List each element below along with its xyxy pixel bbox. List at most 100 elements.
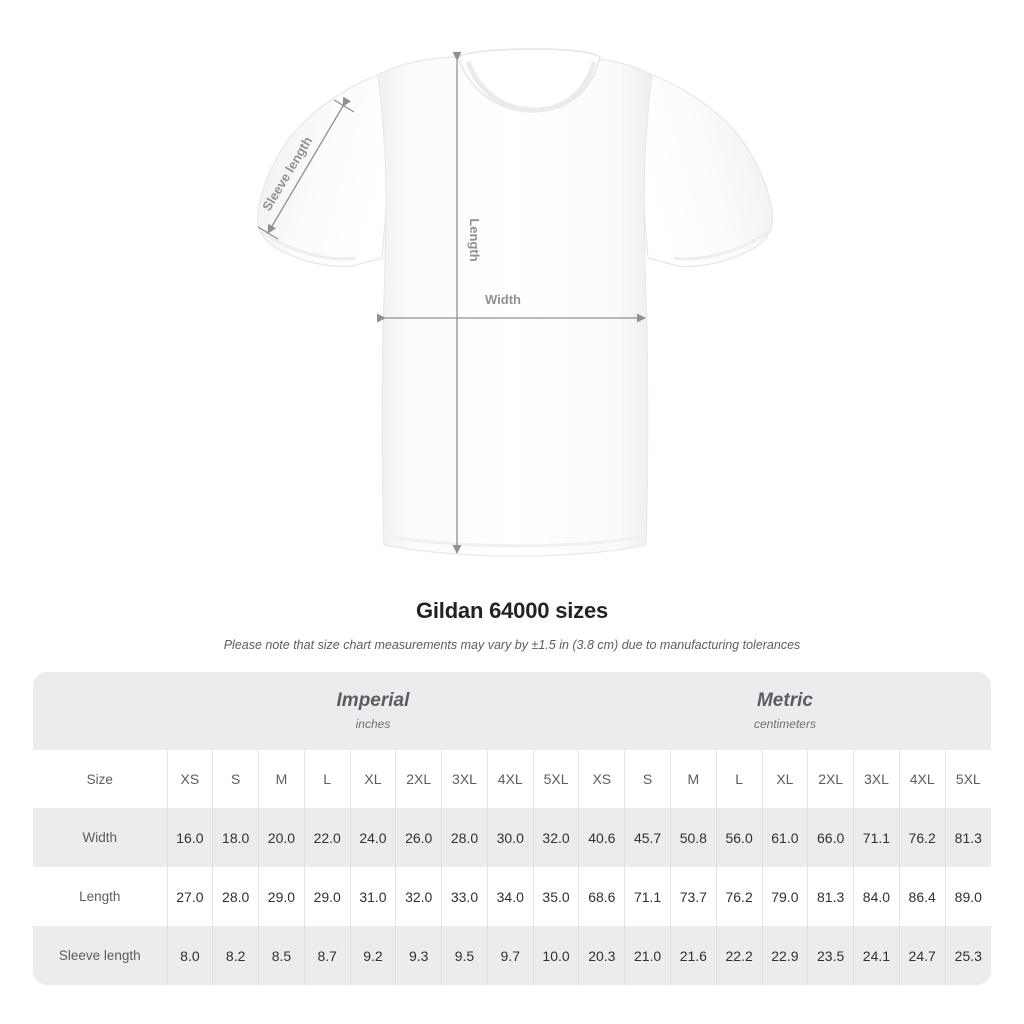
table-row: Width 16.0 18.0 20.0 22.0 24.0 26.0 28.0 30.0 32.… <box>33 808 991 867</box>
sleeve-tick-top <box>333 99 355 113</box>
size-header-5xl-metric: 5XL <box>944 750 991 808</box>
measurement-cell: 8.7 <box>303 926 351 985</box>
measurement-cell: 45.7 <box>624 808 671 867</box>
unit-banner-row: Imperial inches Metric centimeters <box>33 672 991 750</box>
measurement-cell: 23.5 <box>807 926 854 985</box>
measurement-cell: 33.0 <box>441 867 488 926</box>
measurement-cell: 24.0 <box>349 808 396 867</box>
measurement-cell: 9.7 <box>486 926 534 985</box>
measurement-cell: 8.5 <box>258 926 305 985</box>
measurement-cell: 81.3 <box>944 808 991 867</box>
sleeve-tick-bottom <box>257 226 279 240</box>
measurement-cell: 8.0 <box>166 926 213 985</box>
size-header-3xl-metric: 3XL <box>853 750 900 808</box>
measurement-cell: 68.6 <box>578 867 625 926</box>
unit-group-name: Imperial <box>336 690 410 711</box>
size-header-4xl-imperial: 4XL <box>486 750 534 808</box>
unit-group-sub: inches <box>355 717 391 731</box>
measurement-cell: 10.0 <box>532 926 579 985</box>
measurement-cell: 21.6 <box>669 926 717 985</box>
measurement-cell: 56.0 <box>715 808 762 867</box>
measurement-cell: 22.0 <box>303 808 351 867</box>
measurement-cell: 50.8 <box>669 808 717 867</box>
measurement-cell: 28.0 <box>212 867 259 926</box>
sleeve-guide-line <box>267 96 352 234</box>
measurement-cell: 84.0 <box>853 867 900 926</box>
measurement-cell: 86.4 <box>898 867 946 926</box>
hem-line <box>385 534 646 548</box>
row-label: Sleeve length <box>33 926 168 985</box>
measurement-cell: 31.0 <box>349 867 396 926</box>
measurement-cell: 35.0 <box>532 867 579 926</box>
measurement-cell: 79.0 <box>761 867 808 926</box>
shirt-body <box>377 56 653 557</box>
measurement-cell: 76.2 <box>898 808 946 867</box>
size-chart-table-wrapper: Imperial inches Metric centimeters Size XS S M… <box>33 672 991 985</box>
measurement-cell: 24.7 <box>898 926 946 985</box>
size-header-xs-metric: XS <box>578 750 625 808</box>
measurement-cell: 73.7 <box>669 867 717 926</box>
width-label: Width <box>485 292 521 307</box>
title-block: Gildan 64000 sizes Please note that size… <box>0 598 1024 653</box>
measurement-cell: 76.2 <box>715 867 762 926</box>
left-sleeve <box>257 74 393 267</box>
measurement-cell: 34.0 <box>486 867 534 926</box>
length-label: Length <box>467 218 482 261</box>
table-row: Length 27.0 28.0 29.0 29.0 31.0 32.0 33.0 34.0 35… <box>33 867 991 926</box>
measurement-cell: 25.3 <box>944 926 991 985</box>
measurement-cell: 71.1 <box>624 867 671 926</box>
tshirt-diagram: Sleeve length Length Width <box>257 48 773 557</box>
row-label: Length <box>33 867 168 926</box>
right-sleeve <box>637 74 773 267</box>
row-label: Width <box>33 808 168 867</box>
measurement-cell: 66.0 <box>807 808 854 867</box>
table-row: Sleeve length 8.0 8.2 8.5 8.7 9.2 9.3 9.5 9.7 10.… <box>33 926 991 985</box>
measurement-cell: 24.1 <box>853 926 900 985</box>
size-header-s-metric: S <box>624 750 671 808</box>
measurement-guides <box>257 51 646 554</box>
measurement-cell: 8.2 <box>212 926 259 985</box>
measurement-cell: 26.0 <box>395 808 442 867</box>
unit-banner-spacer <box>33 672 168 750</box>
measurement-cell: 22.9 <box>761 926 808 985</box>
measurement-cell: 29.0 <box>258 867 305 926</box>
right-sleeve-hem <box>673 230 769 261</box>
tshirt-shape <box>257 48 773 557</box>
measurement-rows: Width 16.0 18.0 20.0 22.0 24.0 26.0 28.0 30.0 32.… <box>33 808 991 985</box>
measurement-cell: 32.0 <box>395 867 442 926</box>
size-header-l-metric: L <box>715 750 762 808</box>
unit-group-sub: centimeters <box>753 717 816 731</box>
measurement-cell: 20.3 <box>578 926 625 985</box>
measurement-cell: 32.0 <box>532 808 579 867</box>
unit-group-name: Metric <box>756 690 813 711</box>
measurement-cell: 29.0 <box>303 867 351 926</box>
size-header-m-imperial: M <box>258 750 305 808</box>
left-sleeve-hem <box>261 230 357 261</box>
size-header-m-metric: M <box>669 750 717 808</box>
measurement-cell: 22.2 <box>715 926 762 985</box>
page-title: Gildan 64000 sizes <box>415 598 609 623</box>
measurement-cell: 21.0 <box>624 926 671 985</box>
unit-group-metric: Metric centimeters <box>578 672 991 750</box>
measurement-cell: 40.6 <box>578 808 625 867</box>
size-chart-table: Imperial inches Metric centimeters Size XS S M… <box>33 672 991 985</box>
size-column-header: Size <box>33 750 168 808</box>
size-header-row: Size XS S M L XL 2XL 3XL 4XL 5XL XS S M L XL 2XL 3XL 4XL 5… <box>33 750 991 808</box>
measurement-cell: 20.0 <box>258 808 305 867</box>
collar-inner <box>465 61 597 113</box>
measurement-cell: 27.0 <box>166 867 213 926</box>
size-header-l-imperial: L <box>303 750 351 808</box>
measurement-cell: 89.0 <box>944 867 991 926</box>
size-header-5xl-imperial: 5XL <box>532 750 579 808</box>
measurement-cell: 71.1 <box>853 808 900 867</box>
measurement-cell: 16.0 <box>166 808 213 867</box>
measurement-cell: 30.0 <box>486 808 534 867</box>
measurement-cell: 81.3 <box>807 867 854 926</box>
size-header-xl-imperial: XL <box>349 750 396 808</box>
tolerance-note: Please note that size chart measurements… <box>223 638 801 652</box>
size-header-xl-metric: XL <box>761 750 808 808</box>
size-header-2xl-imperial: 2XL <box>395 750 442 808</box>
measurement-cell: 9.5 <box>441 926 488 985</box>
unit-group-imperial: Imperial inches <box>167 672 579 750</box>
size-header-xs-imperial: XS <box>166 750 213 808</box>
